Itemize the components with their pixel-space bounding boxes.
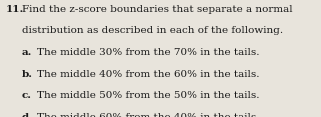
Text: d.: d. [22, 113, 33, 117]
Text: b.: b. [22, 70, 33, 79]
Text: distribution as described in each of the following.: distribution as described in each of the… [22, 26, 283, 35]
Text: c.: c. [22, 91, 32, 100]
Text: The middle 40% from the 60% in the tails.: The middle 40% from the 60% in the tails… [37, 70, 259, 79]
Text: The middle 50% from the 50% in the tails.: The middle 50% from the 50% in the tails… [37, 91, 259, 100]
Text: The middle 60% from the 40% in the tails.: The middle 60% from the 40% in the tails… [37, 113, 259, 117]
Text: a.: a. [22, 48, 32, 57]
Text: The middle 30% from the 70% in the tails.: The middle 30% from the 70% in the tails… [37, 48, 259, 57]
Text: 11.: 11. [6, 5, 24, 14]
Text: Find the z-score boundaries that separate a normal: Find the z-score boundaries that separat… [22, 5, 292, 14]
